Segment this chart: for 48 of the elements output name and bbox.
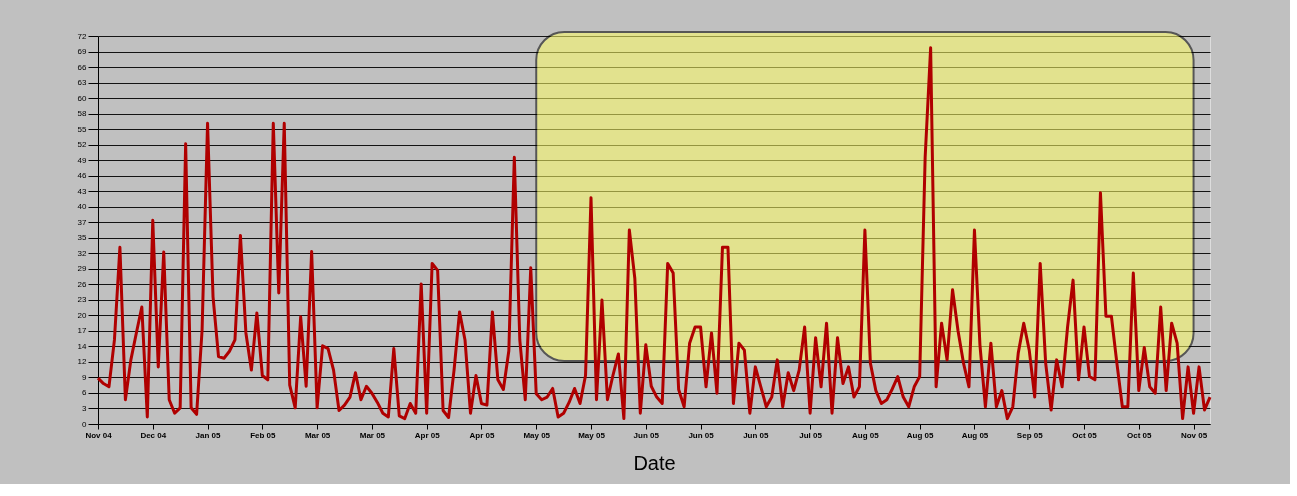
y-tick-label: 52 xyxy=(77,140,88,150)
x-tick-label: Nov 04 xyxy=(85,430,113,440)
y-tick-label: 12 xyxy=(77,357,88,367)
y-tick-label: 60 xyxy=(77,93,88,103)
y-tick-label: 0 xyxy=(82,419,88,429)
x-tick-label: Aug 05 xyxy=(906,430,935,440)
y-tick-label: 9 xyxy=(82,372,88,382)
x-tick-label: Jun 05 xyxy=(743,430,770,440)
x-tick-label: Jan 05 xyxy=(195,430,222,440)
y-tick-label: 32 xyxy=(77,248,88,258)
y-tick-label: 17 xyxy=(77,326,88,336)
y-tick-label: 37 xyxy=(77,217,88,227)
x-tick-label: Mar 05 xyxy=(304,430,331,440)
x-tick-label: Apr 05 xyxy=(414,430,441,440)
x-tick-label: Oct 05 xyxy=(1127,430,1153,440)
y-tick-label: 29 xyxy=(77,264,88,274)
x-axis-title: Date xyxy=(633,451,676,474)
y-tick-label: 69 xyxy=(77,47,88,57)
y-tick-label: 40 xyxy=(77,202,88,212)
y-tick-label: 66 xyxy=(77,62,88,72)
y-tick-label: 23 xyxy=(77,295,88,305)
x-tick-label: Dec 04 xyxy=(140,430,167,440)
x-tick-label: Feb 05 xyxy=(250,430,277,440)
y-tick-label: 55 xyxy=(77,124,88,134)
y-tick-label: 43 xyxy=(77,186,88,196)
x-tick-label: Aug 05 xyxy=(852,430,880,440)
y-tick-label: 3 xyxy=(82,403,88,413)
x-tick-label: Jun 05 xyxy=(688,430,715,440)
x-tick-label: Apr 05 xyxy=(469,430,495,440)
y-tick-label: 14 xyxy=(77,341,88,351)
y-tick-label: 46 xyxy=(77,171,88,181)
x-tick-label: Oct 05 xyxy=(1072,430,1098,440)
x-tick-label: May 05 xyxy=(523,430,551,440)
x-tick-label: Nov 05 xyxy=(1180,430,1208,440)
x-tick-label: Mar 05 xyxy=(359,430,386,440)
x-tick-label: May 05 xyxy=(578,430,606,440)
y-tick-label: 20 xyxy=(77,310,88,320)
x-tick-label: Jul 05 xyxy=(799,430,823,440)
y-tick-label: 26 xyxy=(77,279,88,289)
y-tick-label: 49 xyxy=(77,155,88,165)
x-tick-label: Aug 05 xyxy=(961,430,989,440)
y-tick-label: 63 xyxy=(77,78,88,88)
x-tick-label: Jun 05 xyxy=(633,430,660,440)
y-tick-label: 58 xyxy=(77,109,88,119)
y-tick-label: 72 xyxy=(77,31,88,41)
y-tick-label: 35 xyxy=(77,233,88,243)
y-tick-label: 6 xyxy=(82,388,88,398)
x-tick-label: Sep 05 xyxy=(1016,430,1044,440)
